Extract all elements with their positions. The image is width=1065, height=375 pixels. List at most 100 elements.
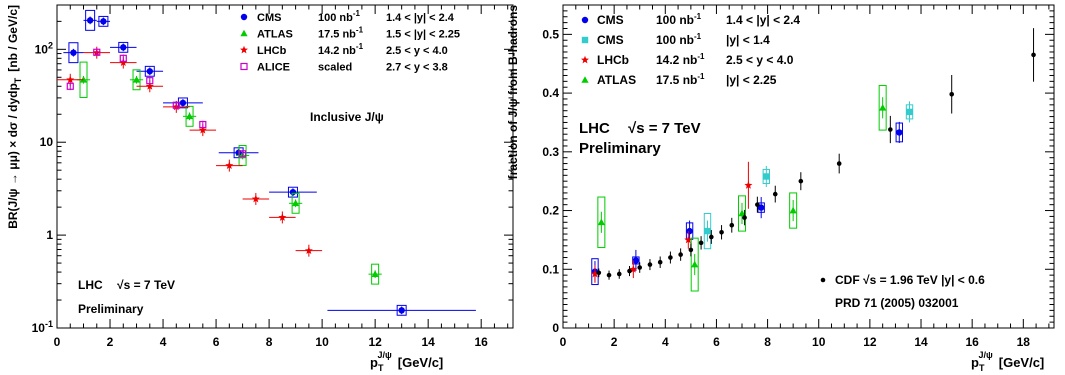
legend-lumi: 14.2 nb-1 [318, 42, 364, 57]
data-point [93, 48, 101, 56]
legend-exp: CMS [597, 33, 624, 47]
x-axis-title: pTJ/ψ [GeV/c] [370, 350, 443, 373]
series-atlas [597, 84, 887, 292]
x-tick-label: 8 [266, 335, 273, 349]
data-point [238, 150, 247, 158]
data-point [763, 173, 770, 180]
data-point [292, 199, 300, 207]
syst-box [632, 256, 640, 265]
y-tick-label: 102 [35, 40, 53, 56]
data-point [657, 259, 663, 265]
legend-lumi: 17.5 nb-1 [656, 72, 705, 87]
data-point [1031, 52, 1036, 58]
x-tick-label: 2 [107, 335, 114, 349]
data-point [119, 54, 127, 62]
annotation-cdf: CDF √s = 1.96 TeV |y| < 0.6 [835, 273, 985, 287]
data-point [146, 77, 154, 85]
y-axis-title: BR(J/ψ → μμ) × dσ / dydpT[nb / GeV/c] [6, 5, 23, 229]
data-point [179, 99, 187, 107]
legend-lumi: 100 nb-1 [318, 9, 361, 24]
y-tick-label: 0.5 [542, 27, 559, 41]
annotation-energy: √s = 7 TeV [117, 278, 175, 292]
data-point [906, 108, 913, 116]
legend-range: |y| < 2.25 [726, 73, 777, 87]
legend-exp: CMS [257, 12, 281, 24]
syst-box [371, 263, 380, 285]
syst-box [597, 196, 606, 249]
data-point [738, 209, 746, 217]
data-point [398, 307, 405, 314]
annotation-preliminary: Preliminary [579, 140, 661, 157]
data-point [66, 82, 74, 90]
y-tick-label: 1 [46, 228, 53, 242]
series-alice [66, 48, 247, 158]
data-point [119, 58, 128, 66]
x-tick-label: 12 [863, 335, 877, 349]
data-point [132, 75, 141, 83]
y-tick-label: 0.4 [542, 86, 559, 100]
data-point [896, 129, 903, 136]
series-cms [63, 9, 476, 316]
legend-marker [581, 76, 589, 83]
data-point [798, 178, 804, 184]
x-tick-label: 0 [54, 335, 61, 349]
data-point [719, 229, 724, 235]
data-point [70, 49, 77, 56]
series-lhcb [590, 161, 753, 283]
legend-range: 1.4 < |y| < 2.4 [726, 13, 800, 27]
data-point [755, 202, 760, 207]
data-point [949, 91, 955, 97]
data-point [278, 213, 287, 221]
legend-marker [240, 13, 248, 21]
legend-marker [240, 29, 248, 37]
legend-exp: ATLAS [257, 29, 293, 41]
data-point [888, 127, 893, 132]
x-tick-label: 18 [1017, 335, 1031, 349]
legend-exp: CMS [597, 13, 624, 27]
y-tick-label: 0 [552, 321, 559, 335]
x-tick-label: 6 [213, 335, 220, 349]
data-point [757, 204, 765, 211]
data-point [198, 125, 207, 134]
legend-range: 2.5 < y < 4.0 [726, 53, 794, 67]
x-tick-label: 14 [421, 335, 435, 349]
data-point [627, 268, 632, 274]
x-axis-title: pTJ/ψ [GeV/c] [971, 350, 1044, 373]
syst-box [177, 97, 188, 109]
data-point [251, 194, 260, 203]
syst-box [98, 15, 109, 27]
legend-marker [240, 45, 248, 54]
legend-exp: ATLAS [597, 73, 636, 87]
legend-marker [581, 36, 589, 44]
syst-box [762, 168, 771, 185]
legend-lumi: 17.5 nb-1 [318, 26, 364, 41]
data-point [100, 18, 107, 25]
data-point [637, 265, 643, 270]
legend-range: 1.5 < |y| < 2.25 [386, 29, 460, 41]
syst-box [690, 237, 699, 292]
data-point [289, 188, 297, 196]
annotation-preliminary: Preliminary [78, 302, 144, 316]
x-tick-label: 12 [368, 335, 382, 349]
legend-range: 2.5 < y < 4.0 [386, 45, 448, 57]
y-tick-label: 0.1 [542, 262, 559, 276]
x-tick-label: 8 [764, 335, 771, 349]
data-point [185, 112, 194, 120]
legend-exp: LHCb [257, 45, 287, 57]
legend-exp: ALICE [257, 62, 290, 74]
data-point [698, 240, 704, 246]
data-point [668, 255, 673, 260]
legend-exp: LHCb [597, 53, 629, 67]
chart-right-y-title-layer: fraction of J/ψ from B-hadrons [506, 5, 520, 180]
syst-box [185, 105, 194, 127]
data-point [789, 206, 797, 214]
syst-box [396, 304, 407, 316]
x-tick-label: 14 [914, 335, 928, 349]
syst-box [132, 69, 141, 91]
legend-marker [581, 16, 589, 24]
annotation-lhc: LHC [579, 120, 610, 137]
chart-right: 0 2 4 6 8 10 12 14 16 18 0 0.1 0.2 0.3 0.4 0.5 pTJ/ψ [GeV… [542, 4, 1055, 373]
x-tick-label: 10 [315, 335, 329, 349]
x-tick-label: 0 [560, 335, 567, 349]
